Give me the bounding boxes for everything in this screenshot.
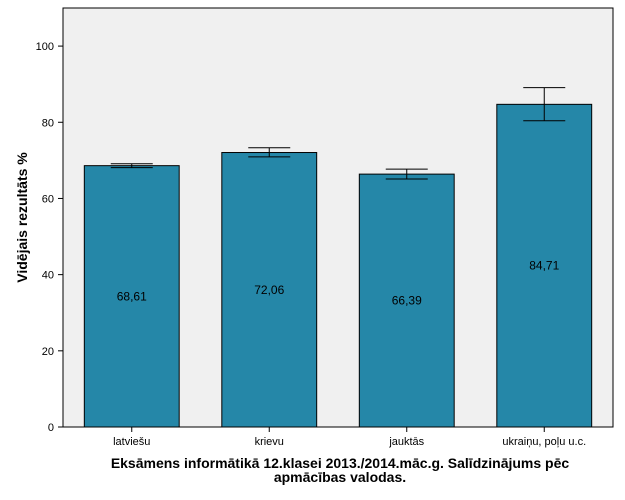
y-tick-label: 20 (42, 346, 54, 358)
x-axis-label: Eksāmens informātikā 12.klasei 2013./201… (60, 456, 620, 484)
bar-value-label: 68,61 (117, 289, 147, 303)
y-tick-label: 80 (42, 117, 54, 129)
bar (221, 152, 318, 428)
x-axis: latviešu krievu jauktās ukraiņu, poļu u.c. (113, 427, 586, 448)
bar-value-label: 72,06 (254, 283, 284, 297)
y-tick-label: 40 (42, 270, 54, 282)
x-tick-label: ukraiņu, poļu u.c. (502, 436, 586, 448)
x-tick-label: krievu (255, 436, 284, 448)
bar (496, 103, 593, 428)
bar-value-label: 84,71 (529, 259, 559, 273)
y-axis: 0 20 40 60 80 100 (36, 41, 63, 434)
bar (83, 165, 180, 428)
y-tick-label: 0 (48, 422, 54, 434)
bars: 68,61 72,06 66,39 84,71 (83, 87, 593, 428)
y-axis-label: Vidējais rezultāts % (14, 152, 30, 283)
x-tick-label: jauktās (388, 436, 424, 448)
bar-value-label: 66,39 (392, 294, 422, 308)
y-tick-label: 60 (42, 193, 54, 205)
bar (358, 173, 455, 428)
x-axis-label-line-2: apmācības valodas. (273, 469, 407, 485)
x-axis-label-line-1: Eksāmens informātikā 12.klasei 2013./201… (110, 455, 570, 471)
y-tick-label: 100 (36, 41, 54, 53)
x-tick-label: latviešu (113, 436, 150, 448)
